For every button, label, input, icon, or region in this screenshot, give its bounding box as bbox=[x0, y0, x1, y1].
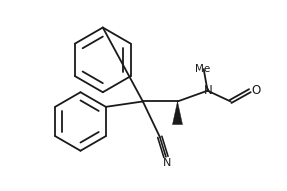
Text: N: N bbox=[204, 84, 213, 97]
Text: N: N bbox=[163, 158, 172, 168]
Polygon shape bbox=[172, 101, 183, 125]
Text: O: O bbox=[251, 84, 261, 97]
Text: Me: Me bbox=[195, 64, 211, 74]
